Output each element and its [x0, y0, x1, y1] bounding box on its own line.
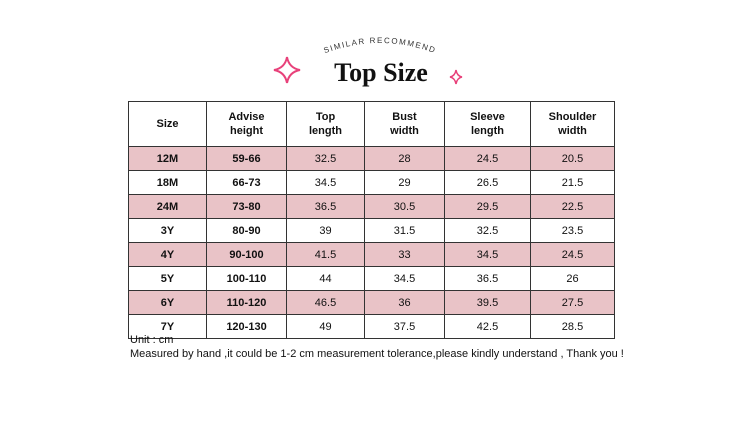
table-cell: 7Y [128, 314, 207, 339]
table-cell: 100-110 [206, 266, 287, 291]
table-cell: 28.5 [530, 314, 615, 339]
table-cell: 26.5 [444, 170, 531, 195]
column-header: Bust width [364, 101, 445, 147]
table-cell: 80-90 [206, 218, 287, 243]
table-cell: 27.5 [530, 290, 615, 315]
table-cell: 18M [128, 170, 207, 195]
table-cell: 20.5 [530, 146, 615, 171]
table-cell: 49 [286, 314, 365, 339]
table-row: 5Y 100-110 44 34.5 36.5 26 [128, 266, 615, 291]
table-cell: 36.5 [286, 194, 365, 219]
table-cell: 90-100 [206, 242, 287, 267]
table-cell: 24.5 [444, 146, 531, 171]
table-cell: 34.5 [444, 242, 531, 267]
table-cell: 3Y [128, 218, 207, 243]
star [449, 69, 463, 85]
table-cell: 39 [286, 218, 365, 243]
column-header: Shoulder width [530, 101, 615, 147]
table-cell: 59-66 [206, 146, 287, 171]
table-cell: 34.5 [364, 266, 445, 291]
table-cell: 37.5 [364, 314, 445, 339]
table-cell: 33 [364, 242, 445, 267]
table-cell: 6Y [128, 290, 207, 315]
table-cell: 24M [128, 194, 207, 219]
table-row: 12M 59-66 32.5 28 24.5 20.5 [128, 146, 615, 171]
table-cell: 42.5 [444, 314, 531, 339]
table-cell: 24.5 [530, 242, 615, 267]
table-cell: 31.5 [364, 218, 445, 243]
table-cell: 73-80 [206, 194, 287, 219]
subtitle: SIMILAR RECOMMEND [322, 36, 437, 55]
table-cell: 66-73 [206, 170, 287, 195]
table-cell: 32.5 [286, 146, 365, 171]
table-row: 18M 66-73 34.5 29 26.5 21.5 [128, 170, 615, 195]
header: SIMILAR RECOMMEND Top Size [273, 36, 463, 87]
table-cell: 36.5 [444, 266, 531, 291]
table-cell: 4Y [128, 242, 207, 267]
table-row: 6Y 110-120 46.5 36 39.5 27.5 [128, 290, 615, 315]
table-cell: 34.5 [286, 170, 365, 195]
table-cell: 21.5 [530, 170, 615, 195]
table-cell: 120-130 [206, 314, 287, 339]
size-table: Size Advise height Top length Bust width Sle… [128, 101, 615, 339]
column-header: Size [128, 101, 207, 147]
header-row: Size Advise height Top length Bust width Sle… [128, 101, 615, 147]
table-cell: 32.5 [444, 218, 531, 243]
column-header: Advise height [206, 101, 287, 147]
table-cell: 22.5 [530, 194, 615, 219]
table-cell: 39.5 [444, 290, 531, 315]
unit-note: Unit : cm [130, 334, 174, 346]
star [273, 56, 301, 84]
column-header: Top length [286, 101, 365, 147]
table-cell: 30.5 [364, 194, 445, 219]
table-row: 4Y 90-100 41.5 33 34.5 24.5 [128, 242, 615, 267]
column-header: Sleeve length [444, 101, 531, 147]
table-cell: 12M [128, 146, 207, 171]
table-row: 24M 73-80 36.5 30.5 29.5 22.5 [128, 194, 615, 219]
table-cell: 26 [530, 266, 615, 291]
title: Top Size [334, 58, 428, 87]
table-cell: 110-120 [206, 290, 287, 315]
table-cell: 29.5 [444, 194, 531, 219]
table-cell: 5Y [128, 266, 207, 291]
table-cell: 36 [364, 290, 445, 315]
table-cell: 28 [364, 146, 445, 171]
table-row: 7Y 120-130 49 37.5 42.5 28.5 [128, 314, 615, 339]
table-row: 3Y 80-90 39 31.5 32.5 23.5 [128, 218, 615, 243]
table-cell: 29 [364, 170, 445, 195]
table-cell: 44 [286, 266, 365, 291]
table-cell: 23.5 [530, 218, 615, 243]
table-cell: 46.5 [286, 290, 365, 315]
table-cell: 41.5 [286, 242, 365, 267]
tolerance-note: Measured by hand ,it could be 1-2 cm mea… [130, 348, 624, 360]
